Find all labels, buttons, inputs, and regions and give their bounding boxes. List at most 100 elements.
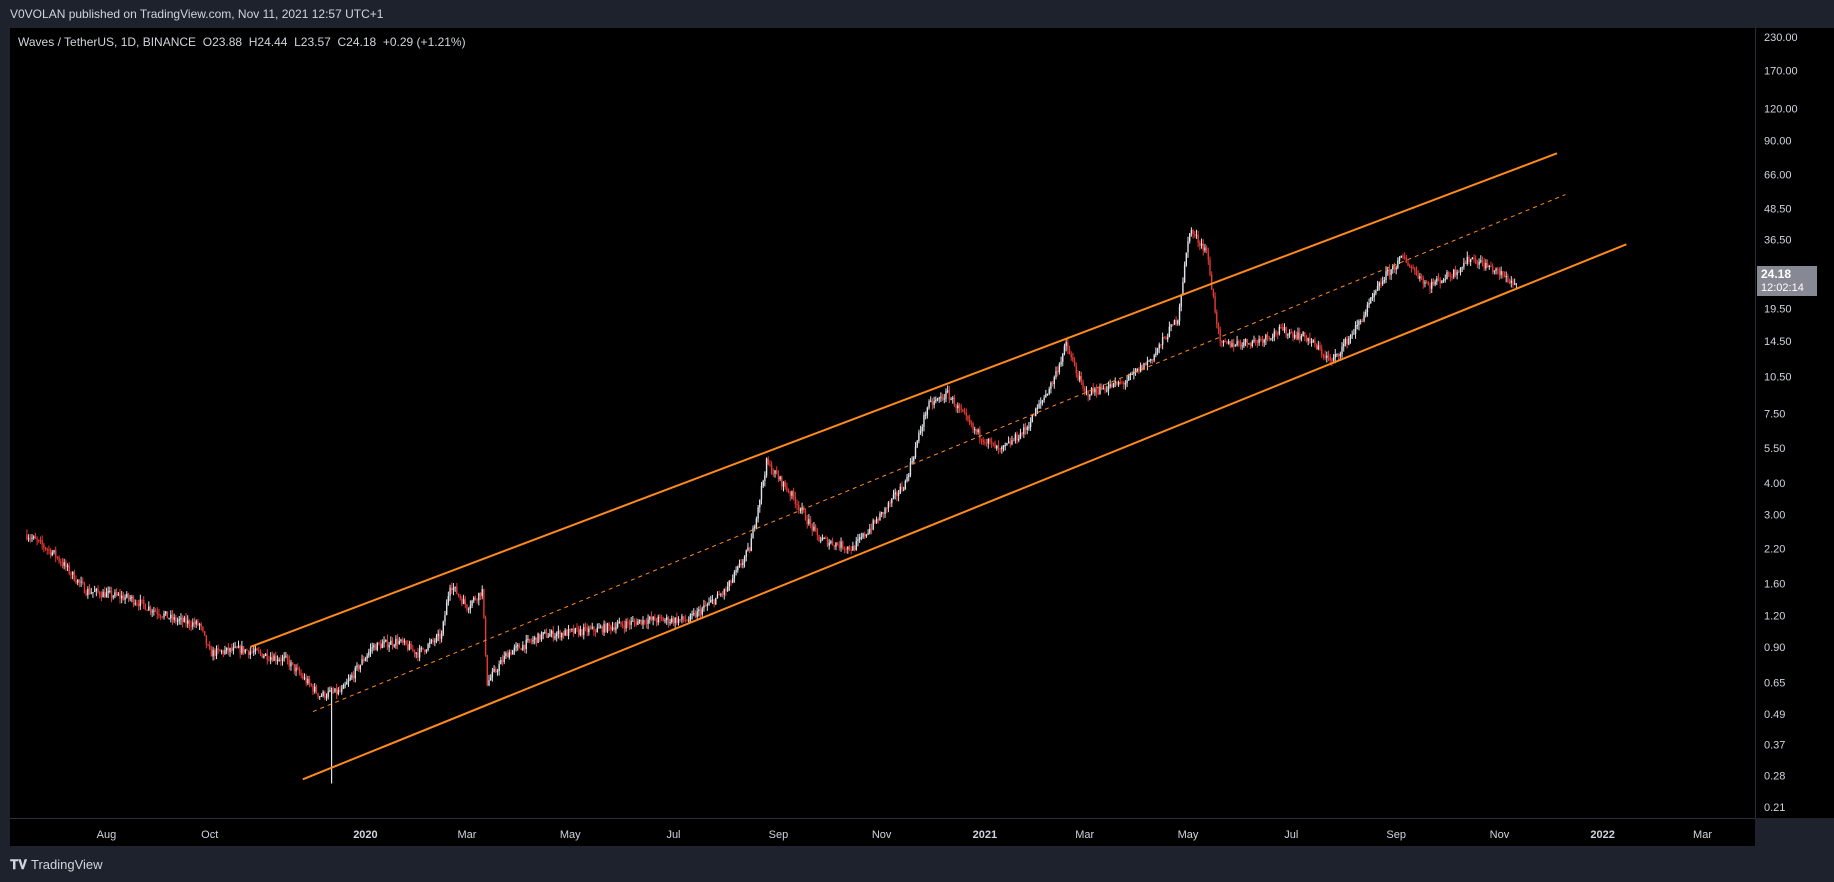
candle-body bbox=[71, 571, 74, 575]
candle-body bbox=[298, 669, 301, 674]
candle-body bbox=[1481, 260, 1484, 263]
candle-body bbox=[1028, 427, 1030, 429]
candle-body bbox=[826, 538, 829, 546]
candle-body bbox=[1241, 345, 1243, 347]
candle-body bbox=[29, 538, 32, 540]
candle-body bbox=[967, 415, 969, 420]
candle-body bbox=[1302, 332, 1304, 337]
candle-body bbox=[1119, 382, 1122, 384]
candle-body bbox=[461, 598, 463, 604]
candle-body bbox=[478, 592, 480, 601]
candle-body bbox=[200, 624, 202, 627]
candle-body bbox=[708, 602, 710, 605]
candle-body bbox=[1315, 344, 1318, 350]
candle-body bbox=[1473, 257, 1475, 259]
candle-body bbox=[412, 649, 414, 651]
candle-body bbox=[1144, 363, 1147, 365]
candle-body bbox=[325, 696, 328, 698]
candle-body bbox=[366, 655, 368, 659]
candle-body bbox=[1244, 339, 1247, 343]
x-tick-label: Sep bbox=[769, 829, 789, 841]
candle-body bbox=[694, 613, 697, 617]
candle-body bbox=[437, 633, 439, 637]
candle-body bbox=[192, 622, 194, 627]
time-axis[interactable]: Aug Oct 2020 Mar May Jul Sep Nov 2021 Mar May Jul Se… bbox=[10, 818, 1755, 847]
candle-body bbox=[941, 396, 944, 400]
candle-body bbox=[725, 589, 727, 592]
candle-body bbox=[148, 606, 150, 611]
candle-body bbox=[1292, 332, 1294, 338]
candle-body bbox=[300, 673, 302, 676]
candle-body bbox=[979, 429, 981, 439]
candle-body bbox=[139, 599, 142, 607]
candle-body bbox=[677, 619, 680, 624]
candle-body bbox=[1148, 360, 1150, 362]
candle-body bbox=[627, 621, 629, 624]
candle-body bbox=[997, 445, 1000, 449]
candle-body bbox=[569, 628, 571, 630]
candle-body bbox=[1498, 269, 1501, 275]
candle-body bbox=[1087, 391, 1089, 397]
candle-body bbox=[264, 653, 267, 656]
candle-body bbox=[547, 636, 549, 638]
candle-body bbox=[511, 650, 514, 655]
candle-body bbox=[1395, 267, 1397, 270]
candle-body bbox=[396, 638, 399, 644]
chart-canvas[interactable] bbox=[10, 28, 1755, 818]
candle-body bbox=[1491, 266, 1494, 272]
candle-body bbox=[459, 595, 461, 599]
candle-body bbox=[1387, 269, 1389, 272]
candle-body bbox=[1258, 338, 1260, 343]
candle-body bbox=[1099, 386, 1101, 394]
candle-body bbox=[476, 599, 478, 601]
candle-body bbox=[224, 650, 226, 654]
candle-body bbox=[1283, 326, 1286, 331]
candle-body bbox=[1034, 408, 1037, 417]
candle-body bbox=[308, 679, 311, 684]
candle-body bbox=[119, 594, 121, 599]
candle-body bbox=[1067, 342, 1069, 350]
candle-body bbox=[1107, 386, 1110, 391]
candle-body bbox=[154, 610, 157, 612]
candle-body bbox=[1277, 333, 1279, 335]
candle-body bbox=[359, 664, 362, 670]
candle-body bbox=[379, 643, 382, 649]
candle-body bbox=[471, 600, 473, 606]
candle-body bbox=[1282, 327, 1284, 331]
candle-body bbox=[1447, 272, 1450, 277]
y-tick-label: 170.00 bbox=[1764, 65, 1798, 77]
candle-body bbox=[728, 580, 731, 587]
candle-body bbox=[510, 652, 512, 655]
candle-body bbox=[395, 638, 397, 646]
candle-body bbox=[171, 614, 174, 620]
candle-body bbox=[134, 603, 136, 605]
candle-body bbox=[530, 641, 532, 643]
candle-body bbox=[1209, 259, 1211, 275]
candle-body bbox=[332, 692, 334, 694]
publisher-text: V0VOLAN published on TradingView.com, No… bbox=[10, 7, 384, 21]
candle-body bbox=[606, 623, 609, 632]
candle-body bbox=[231, 648, 233, 651]
candle-body bbox=[407, 644, 409, 650]
candles-group bbox=[26, 227, 1518, 701]
candle-body bbox=[755, 518, 758, 527]
candle-body bbox=[1351, 334, 1353, 336]
candle-body bbox=[672, 618, 675, 624]
candle-body bbox=[168, 618, 170, 620]
chart-plot-area[interactable]: Waves / TetherUS, 1D, BINANCE O23.88 H24… bbox=[10, 28, 1755, 818]
candle-body bbox=[1366, 304, 1369, 313]
candle-body bbox=[743, 556, 746, 563]
tradingview-logo[interactable]: 𝐓𝐕 TradingView bbox=[10, 857, 103, 873]
candle-body bbox=[730, 580, 732, 583]
candle-body bbox=[1121, 382, 1123, 384]
candle-body bbox=[276, 660, 279, 662]
candle-body bbox=[864, 533, 866, 537]
candle-body bbox=[599, 626, 602, 628]
price-axis[interactable]: 230.00170.00120.0090.0066.0048.5036.5026… bbox=[1755, 28, 1834, 818]
candle-body bbox=[879, 513, 881, 521]
candle-body bbox=[1488, 266, 1490, 268]
candle-body bbox=[127, 593, 130, 599]
candle-body bbox=[170, 614, 172, 619]
candle-body bbox=[918, 432, 920, 441]
candle-body bbox=[498, 664, 500, 672]
